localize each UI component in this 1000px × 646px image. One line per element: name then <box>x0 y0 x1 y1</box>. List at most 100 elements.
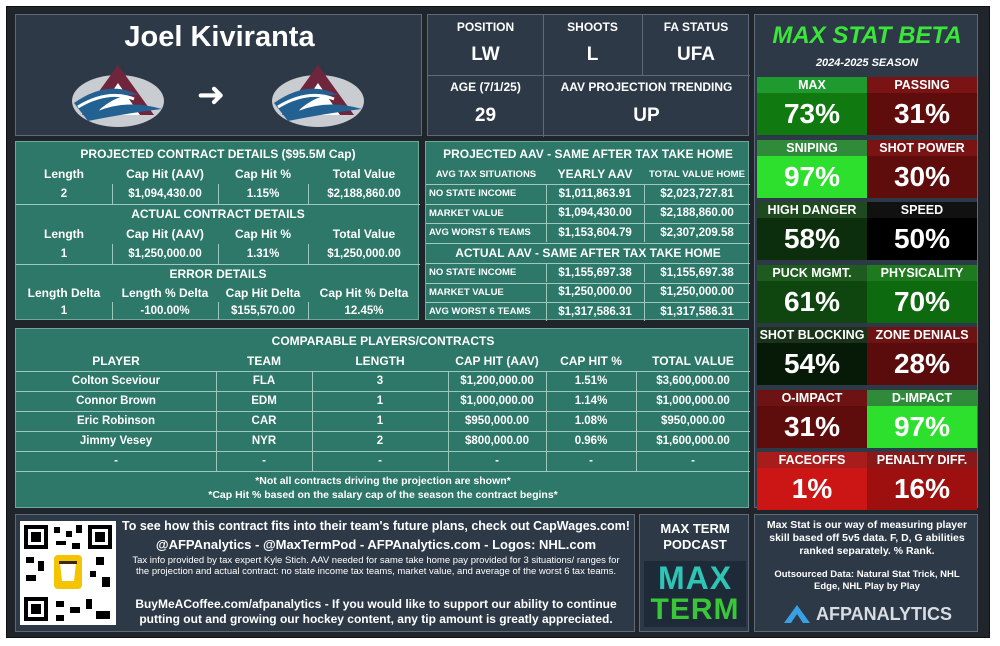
podcast-panel: MAX TERM PODCAST MAX TERM <box>639 514 749 632</box>
comparables-row-0-col-5: $3,600,000.00 <box>656 375 730 387</box>
comparables-header-3: CAP HIT (AAV) <box>455 354 539 368</box>
stat-label-zone-denials: ZONE DENIALS <box>867 327 977 343</box>
position-value: LW <box>471 44 500 65</box>
footer-coffee-line[interactable]: BuyMeACoffee.com/afpanalytics - If you w… <box>135 597 617 626</box>
error-header-caphit-pct-delta: Cap Hit % Delta <box>319 286 409 300</box>
tax-actual-row-1-col-2: $1,250,000.00 <box>660 286 734 298</box>
comparables-row-2-col-4: 1.08% <box>574 415 608 427</box>
stat-label-passing: PASSING <box>867 77 977 93</box>
afp-triangle-icon <box>783 605 810 623</box>
error-length-pct-delta: -100.00% <box>140 305 190 317</box>
stat-value-shot-power: 30% <box>867 155 977 198</box>
actual-title: ACTUAL CONTRACT DETAILS <box>131 207 305 221</box>
age-value: 29 <box>474 105 497 126</box>
qr-pattern <box>24 525 112 621</box>
tax-projected-row-0-col-1: $1,011,863.91 <box>558 187 632 200</box>
tax-projected-row-0-col-2: $2,023,727.81 <box>660 187 734 200</box>
max-stat-description: Max Stat is our way of measuring player … <box>766 519 968 558</box>
projected-header-caphit-pct: Cap Hit % <box>234 167 291 181</box>
stat-value-d-impact: 97% <box>867 405 977 448</box>
tax-actual-row-0-col-2: $1,155,697.38 <box>660 266 734 279</box>
stat-label-physicality: PHYSICALITY <box>867 264 977 281</box>
stat-value-penalty-diff: 16% <box>867 468 977 510</box>
projected-caphit-pct: 1.15% <box>246 188 280 200</box>
projected-header-caphit: Cap Hit (AAV) <box>126 167 204 181</box>
comparables-row-1-col-5: $1,000,000.00 <box>656 395 730 407</box>
projected-title: PROJECTED CONTRACT DETAILS ($95.5M Cap) <box>80 147 356 161</box>
contract-details-panel: PROJECTED CONTRACT DETAILS ($95.5M Cap) … <box>15 141 420 320</box>
comparables-note-1: *Not all contracts driving the projectio… <box>255 475 511 487</box>
stat-label-o-impact: O-IMPACT <box>757 389 867 406</box>
projected-header-total: Total Value <box>332 167 396 181</box>
comparables-row-3-col-0: Jimmy Vesey <box>79 435 153 447</box>
max-stat-info-panel: Max Stat is our way of measuring player … <box>754 514 978 632</box>
footer-info-panel: To see how this contract fits into their… <box>15 514 635 632</box>
comparables-row-4-col-2: - <box>378 455 382 467</box>
stat-label-sniping: SNIPING <box>757 139 867 156</box>
comparables-row-3-col-3: $800,000.00 <box>465 435 529 447</box>
tax-header-total: TOTAL VALUE HOME <box>649 168 745 180</box>
max-term-logo-top: MAX <box>657 561 733 595</box>
stat-label-high-danger: HIGH DANGER <box>757 202 867 218</box>
outsourced-data: Outsourced Data: Natural Stat Trick, NHL… <box>774 569 960 592</box>
stat-value-shot-blocking: 54% <box>757 343 867 385</box>
stat-label-speed: SPEED <box>867 202 977 218</box>
projected-caphit: $1,094,430.00 <box>128 188 202 200</box>
tax-projected-row-0-col-0: NO STATE INCOME <box>429 188 517 199</box>
player-info-panel: POSITION LW SHOOTS L FA STATUS UFA AGE (… <box>427 14 750 137</box>
comparables-row-2-col-1: CAR <box>251 415 277 427</box>
aav-trend-value: UP <box>633 105 660 126</box>
tax-actual-title: ACTUAL AAV - SAME AFTER TAX TAKE HOME <box>455 246 721 260</box>
max-term-logo-icon[interactable]: MAX TERM <box>644 561 746 627</box>
shoots-value: L <box>586 44 599 65</box>
max-stat-panel: MAX STAT BETA 2024-2025 SEASON MAX 73% PAS… <box>754 14 978 510</box>
comparables-row-0-col-2: 3 <box>376 375 384 387</box>
comparables-row-1-col-3: $1,000,000.00 <box>460 395 534 407</box>
avalanche-logo-icon <box>272 65 364 127</box>
actual-header-caphit: Cap Hit (AAV) <box>126 227 204 241</box>
afp-analytics-logo[interactable]: AFPANALYTICS <box>763 601 971 627</box>
stat-label-max: MAX <box>757 77 867 93</box>
tax-actual-row-1-col-1: $1,250,000.00 <box>558 286 632 298</box>
tax-projected-row-2-col-0: AVG WORST 6 TEAMS <box>429 227 531 238</box>
tax-take-home-panel: PROJECTED AAV - SAME AFTER TAX TAKE HOME… <box>425 141 750 321</box>
stat-label-penalty-diff: PENALTY DIFF. <box>867 452 977 468</box>
tax-projected-row-2-col-1: $1,153,604.79 <box>558 226 632 239</box>
stat-value-speed: 50% <box>867 218 977 260</box>
arrow-icon: ➜ <box>196 76 226 114</box>
stat-value-o-impact: 31% <box>757 405 867 448</box>
comparables-header-1: TEAM <box>247 354 281 368</box>
afp-brand-name: AFPANALYTICS <box>815 603 952 624</box>
max-stat-title: MAX STAT BETA <box>772 22 962 49</box>
comparables-row-0-col-0: Colton Sceviour <box>71 375 161 387</box>
comparables-row-1-col-1: EDM <box>251 395 277 407</box>
comparables-row-0-col-3: $1,200,000.00 <box>460 375 534 387</box>
projected-header-length: Length <box>44 167 84 181</box>
comparables-row-2-col-2: 1 <box>376 415 384 427</box>
max-term-logo-bottom: TERM <box>650 593 740 626</box>
comparables-header-5: TOTAL VALUE <box>652 354 734 368</box>
tax-projected-row-2-col-2: $2,307,209.58 <box>660 226 734 239</box>
tax-header-yearly: YEARLY AAV <box>557 167 633 181</box>
comparables-row-1-col-4: 1.14% <box>574 395 608 407</box>
stat-label-shot-blocking: SHOT BLOCKING <box>757 327 867 343</box>
stat-value-passing: 31% <box>867 93 977 135</box>
comparables-row-3-col-4: 0.96% <box>574 435 608 447</box>
tax-projected-title: PROJECTED AAV - SAME AFTER TAX TAKE HOME <box>443 147 733 161</box>
comparables-row-4-col-5: - <box>691 455 695 467</box>
player-header: Joel Kiviranta ➜ <box>15 14 422 136</box>
footer-capwages-line[interactable]: To see how this contract fits into their… <box>122 519 630 533</box>
comparables-header-0: PLAYER <box>92 354 140 368</box>
error-caphit-delta: $155,570.00 <box>231 305 295 317</box>
projected-total: $2,188,860.00 <box>327 188 401 200</box>
tax-actual-row-2-col-2: $1,317,586.31 <box>660 305 734 318</box>
error-caphit-pct-delta: 12.45% <box>344 305 384 317</box>
comparables-row-0-col-1: FLA <box>252 375 276 387</box>
comparables-row-2-col-3: $950,000.00 <box>465 415 529 427</box>
comparables-row-4-col-0: - <box>114 455 118 467</box>
footer-social-line[interactable]: @AFPAnalytics - @MaxTermPod - AFPAnalyti… <box>155 537 597 552</box>
comparables-row-3-col-5: $1,600,000.00 <box>656 435 730 447</box>
actual-header-total: Total Value <box>332 227 396 241</box>
comparables-row-0-col-4: 1.51% <box>574 375 608 387</box>
stat-value-high-danger: 58% <box>757 218 867 260</box>
